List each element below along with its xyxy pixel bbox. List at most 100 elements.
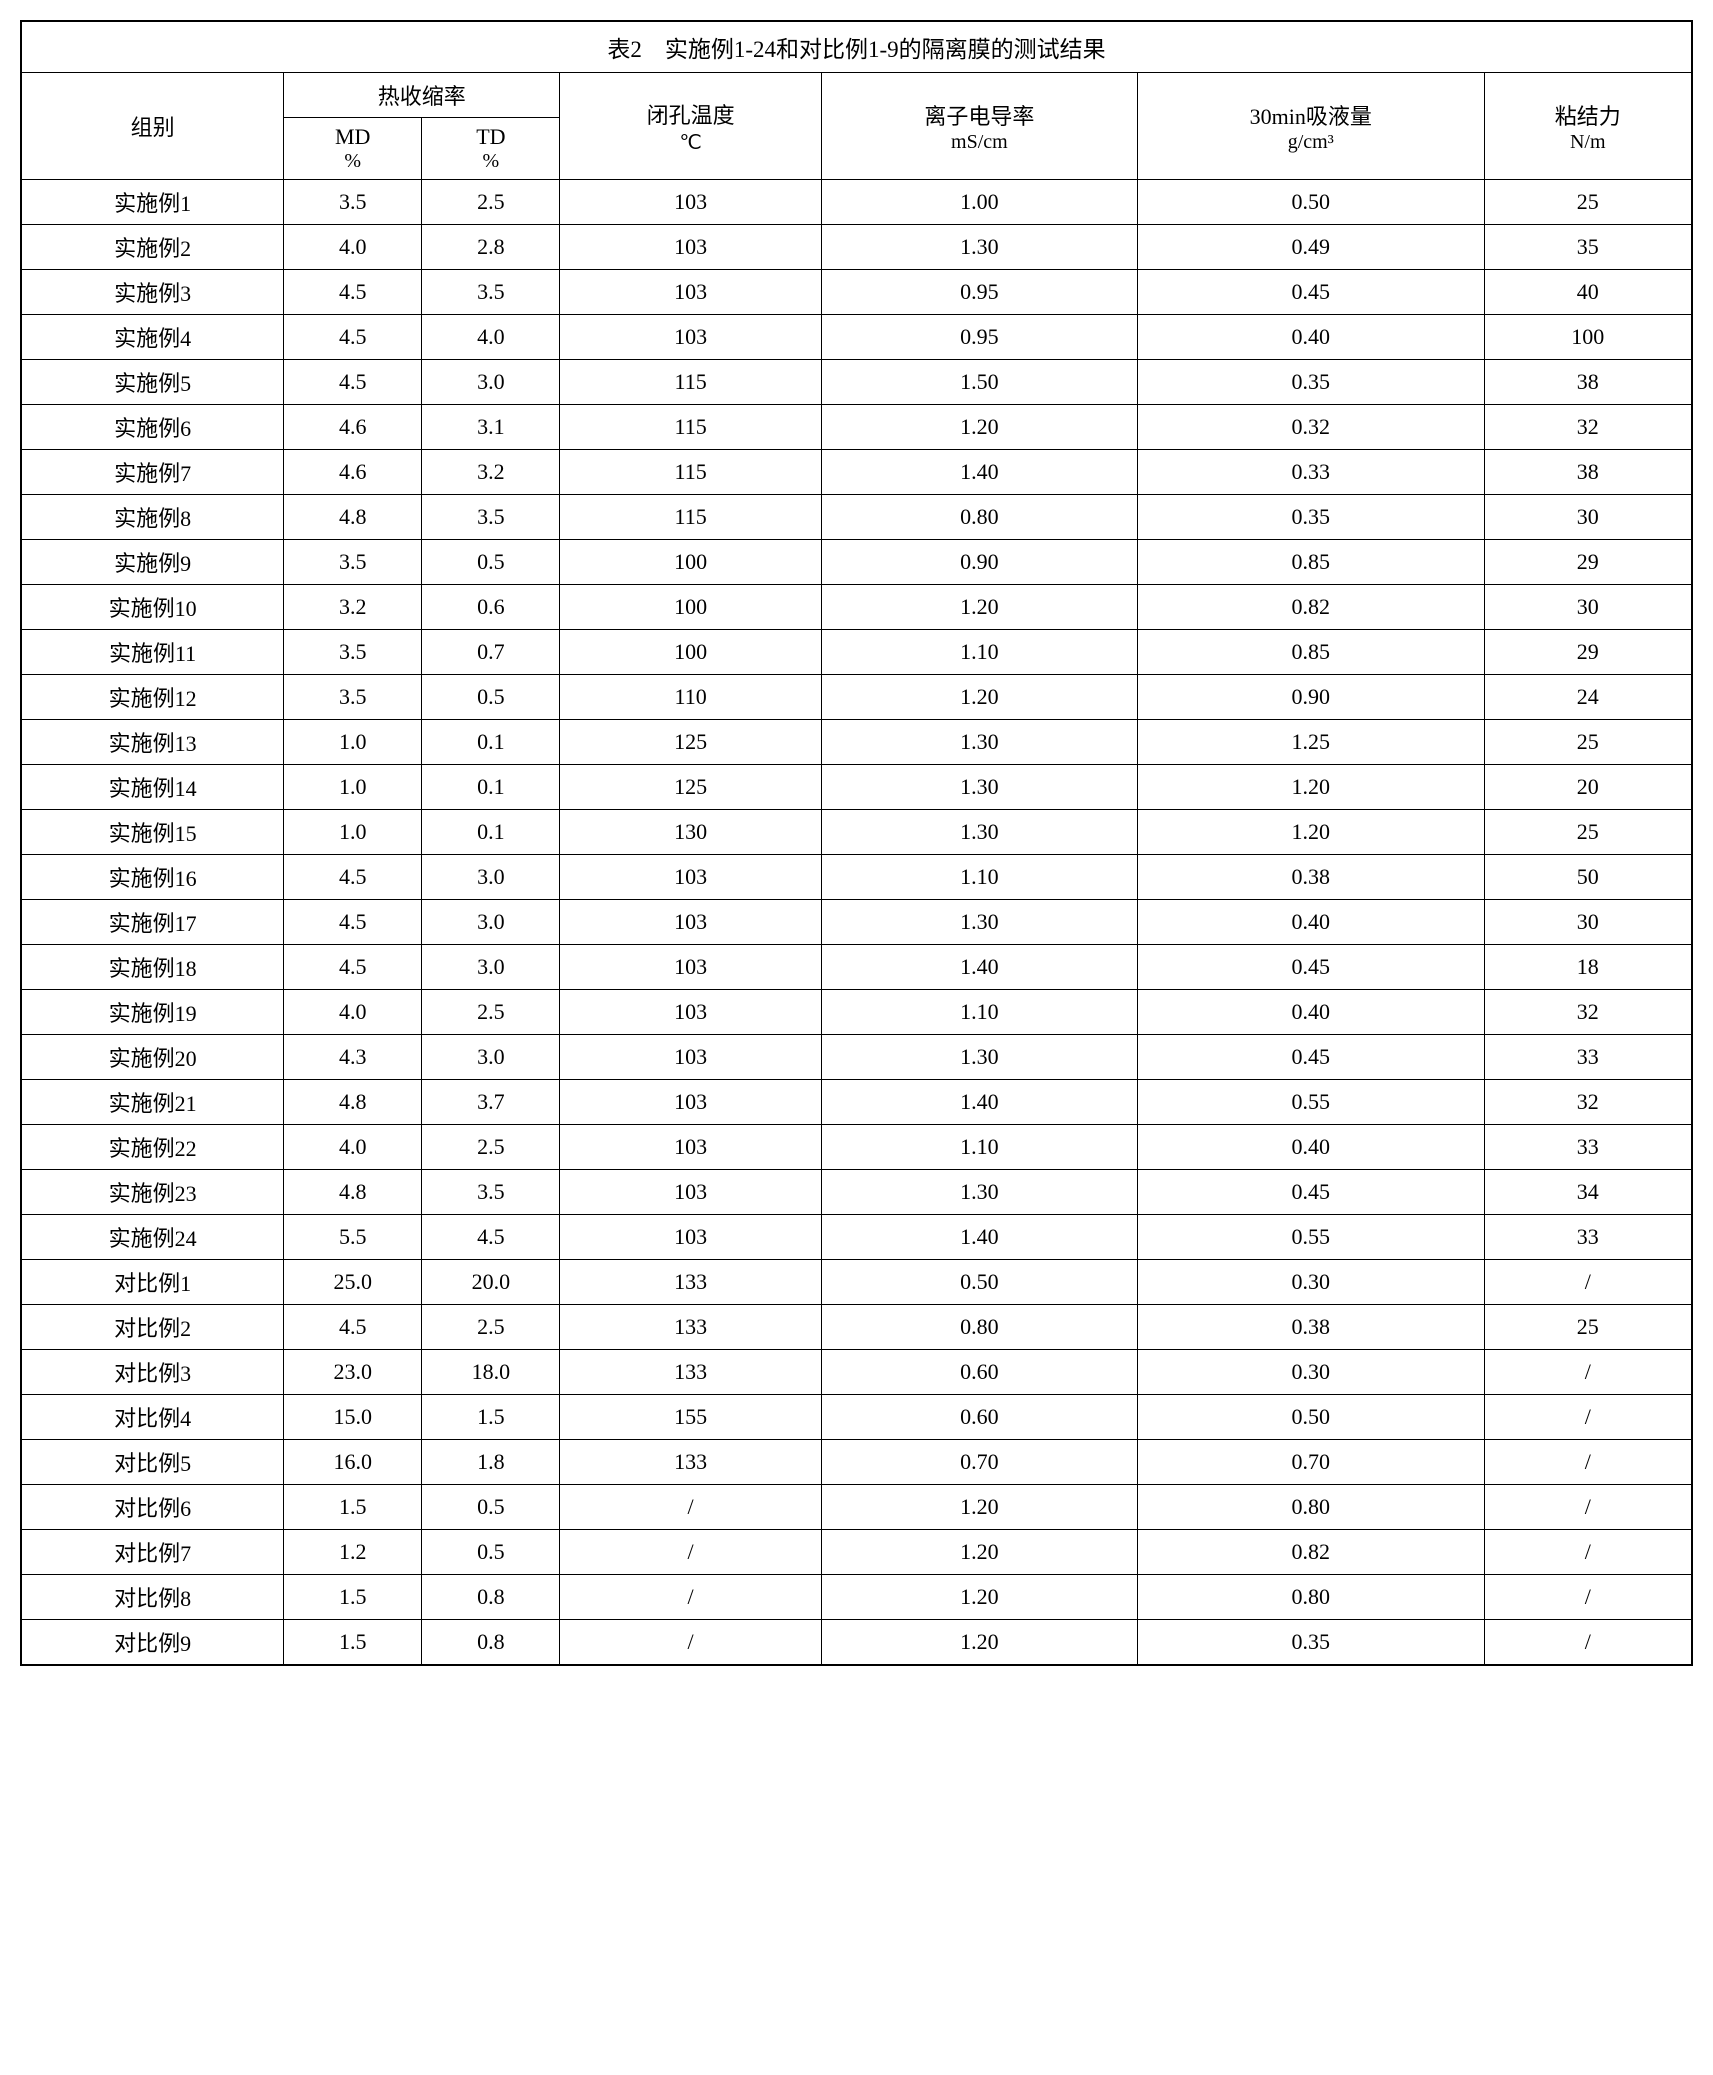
cell-md: 1.5 xyxy=(284,1620,422,1666)
cell-ionic: 1.20 xyxy=(821,675,1137,720)
td-label: TD xyxy=(430,124,551,150)
cell-absorption: 1.20 xyxy=(1137,765,1484,810)
cell-closed-pore: 130 xyxy=(560,810,821,855)
cell-ionic: 1.30 xyxy=(821,225,1137,270)
table-row: 实施例245.54.51031.400.5533 xyxy=(21,1215,1692,1260)
cell-td: 2.5 xyxy=(422,1305,560,1350)
cell-td: 2.5 xyxy=(422,180,560,225)
cell-adhesion: / xyxy=(1484,1620,1692,1666)
cell-adhesion: 35 xyxy=(1484,225,1692,270)
closed-pore-label: 闭孔温度 xyxy=(568,98,812,130)
table-row: 实施例194.02.51031.100.4032 xyxy=(21,990,1692,1035)
cell-md: 4.0 xyxy=(284,225,422,270)
cell-group: 实施例15 xyxy=(21,810,284,855)
cell-closed-pore: 103 xyxy=(560,1035,821,1080)
cell-closed-pore: 100 xyxy=(560,540,821,585)
table-row: 实施例131.00.11251.301.2525 xyxy=(21,720,1692,765)
cell-td: 1.8 xyxy=(422,1440,560,1485)
cell-group: 实施例23 xyxy=(21,1170,284,1215)
cell-adhesion: 32 xyxy=(1484,405,1692,450)
cell-md: 4.5 xyxy=(284,855,422,900)
cell-absorption: 0.50 xyxy=(1137,180,1484,225)
cell-ionic: 1.10 xyxy=(821,990,1137,1035)
cell-closed-pore: 133 xyxy=(560,1260,821,1305)
table-row: 对比例24.52.51330.800.3825 xyxy=(21,1305,1692,1350)
col-absorption: 30min吸液量 g/cm³ xyxy=(1137,73,1484,180)
cell-closed-pore: 103 xyxy=(560,990,821,1035)
cell-md: 4.6 xyxy=(284,405,422,450)
cell-td: 3.7 xyxy=(422,1080,560,1125)
cell-closed-pore: 110 xyxy=(560,675,821,720)
cell-closed-pore: 100 xyxy=(560,585,821,630)
adhesion-label: 粘结力 xyxy=(1493,99,1683,131)
cell-closed-pore: 103 xyxy=(560,270,821,315)
table-row: 实施例174.53.01031.300.4030 xyxy=(21,900,1692,945)
cell-absorption: 0.45 xyxy=(1137,1035,1484,1080)
table-row: 实施例93.50.51000.900.8529 xyxy=(21,540,1692,585)
cell-absorption: 0.90 xyxy=(1137,675,1484,720)
table-row: 实施例44.54.01030.950.40100 xyxy=(21,315,1692,360)
cell-md: 1.5 xyxy=(284,1575,422,1620)
cell-ionic: 0.95 xyxy=(821,270,1137,315)
cell-ionic: 1.50 xyxy=(821,360,1137,405)
cell-absorption: 0.45 xyxy=(1137,945,1484,990)
cell-md: 4.0 xyxy=(284,990,422,1035)
cell-md: 25.0 xyxy=(284,1260,422,1305)
cell-adhesion: 25 xyxy=(1484,810,1692,855)
cell-ionic: 0.80 xyxy=(821,495,1137,540)
td-unit: % xyxy=(430,150,551,173)
cell-ionic: 1.30 xyxy=(821,1170,1137,1215)
table-row: 实施例84.83.51150.800.3530 xyxy=(21,495,1692,540)
cell-adhesion: 34 xyxy=(1484,1170,1692,1215)
cell-adhesion: 33 xyxy=(1484,1215,1692,1260)
table-row: 对比例323.018.01330.600.30/ xyxy=(21,1350,1692,1395)
cell-adhesion: / xyxy=(1484,1350,1692,1395)
cell-ionic: 0.80 xyxy=(821,1305,1137,1350)
cell-md: 4.5 xyxy=(284,900,422,945)
cell-md: 4.5 xyxy=(284,1305,422,1350)
table-row: 实施例141.00.11251.301.2020 xyxy=(21,765,1692,810)
cell-adhesion: 32 xyxy=(1484,990,1692,1035)
table-row: 对比例125.020.01330.500.30/ xyxy=(21,1260,1692,1305)
cell-group: 对比例7 xyxy=(21,1530,284,1575)
col-ionic: 离子电导率 mS/cm xyxy=(821,73,1137,180)
cell-absorption: 0.30 xyxy=(1137,1260,1484,1305)
cell-group: 实施例24 xyxy=(21,1215,284,1260)
cell-group: 对比例8 xyxy=(21,1575,284,1620)
cell-closed-pore: 115 xyxy=(560,405,821,450)
cell-absorption: 0.38 xyxy=(1137,1305,1484,1350)
md-label: MD xyxy=(292,124,413,150)
cell-group: 实施例13 xyxy=(21,720,284,765)
cell-adhesion: / xyxy=(1484,1485,1692,1530)
cell-ionic: 1.40 xyxy=(821,945,1137,990)
cell-adhesion: 25 xyxy=(1484,180,1692,225)
table-row: 对比例91.50.8/1.200.35/ xyxy=(21,1620,1692,1666)
cell-group: 实施例5 xyxy=(21,360,284,405)
cell-td: 0.1 xyxy=(422,765,560,810)
cell-closed-pore: / xyxy=(560,1485,821,1530)
cell-group: 实施例3 xyxy=(21,270,284,315)
cell-group: 实施例18 xyxy=(21,945,284,990)
table-row: 对比例516.01.81330.700.70/ xyxy=(21,1440,1692,1485)
cell-group: 实施例2 xyxy=(21,225,284,270)
cell-ionic: 1.20 xyxy=(821,1620,1137,1666)
cell-ionic: 0.90 xyxy=(821,540,1137,585)
cell-md: 4.3 xyxy=(284,1035,422,1080)
cell-md: 4.5 xyxy=(284,360,422,405)
cell-adhesion: 30 xyxy=(1484,900,1692,945)
cell-td: 0.5 xyxy=(422,675,560,720)
table-row: 实施例113.50.71001.100.8529 xyxy=(21,630,1692,675)
cell-adhesion: / xyxy=(1484,1575,1692,1620)
cell-ionic: 1.30 xyxy=(821,1035,1137,1080)
cell-absorption: 0.30 xyxy=(1137,1350,1484,1395)
table-row: 实施例184.53.01031.400.4518 xyxy=(21,945,1692,990)
cell-adhesion: 38 xyxy=(1484,450,1692,495)
cell-md: 3.5 xyxy=(284,180,422,225)
cell-md: 4.8 xyxy=(284,495,422,540)
cell-closed-pore: 103 xyxy=(560,1080,821,1125)
table-row: 实施例214.83.71031.400.5532 xyxy=(21,1080,1692,1125)
cell-md: 23.0 xyxy=(284,1350,422,1395)
cell-absorption: 0.40 xyxy=(1137,990,1484,1035)
cell-md: 1.0 xyxy=(284,810,422,855)
cell-ionic: 1.20 xyxy=(821,405,1137,450)
